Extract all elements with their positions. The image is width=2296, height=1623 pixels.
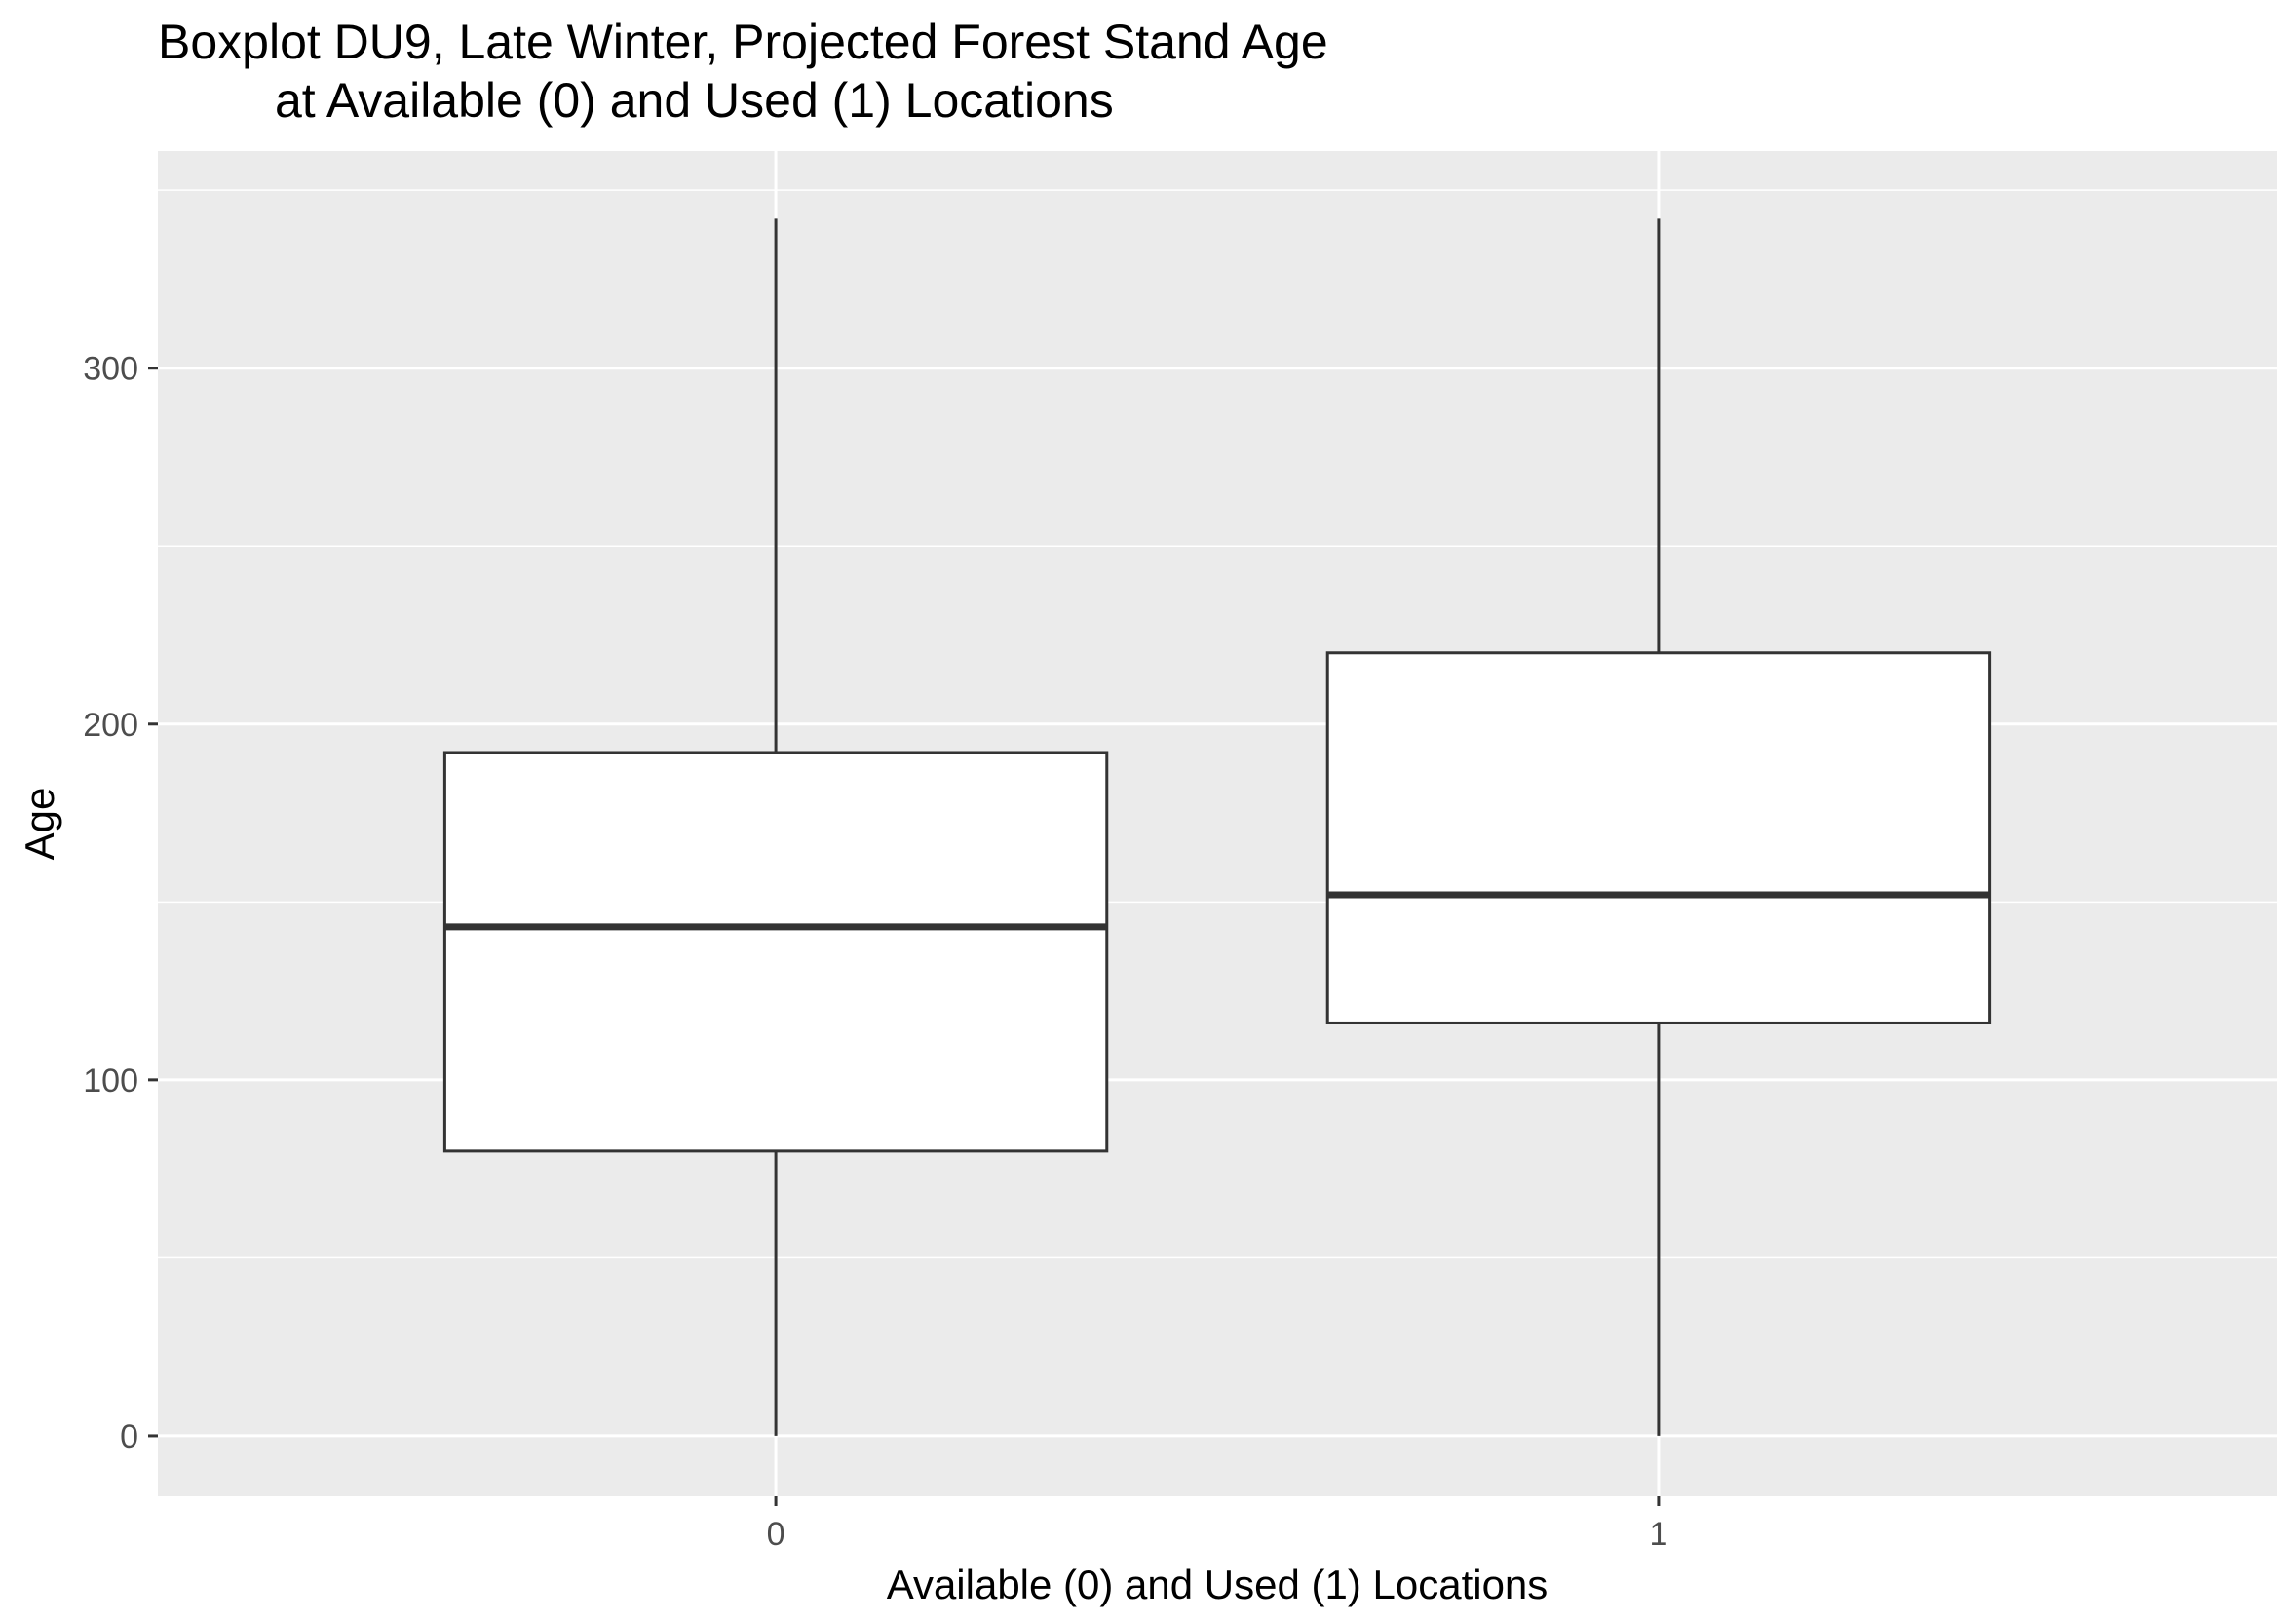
box-group-1 bbox=[1325, 218, 1992, 1436]
x-tick-label: 1 bbox=[1649, 1516, 1667, 1553]
y-tick-label: 0 bbox=[120, 1418, 138, 1455]
y-tick-label: 200 bbox=[83, 707, 138, 744]
box bbox=[442, 751, 1109, 1153]
box-layer bbox=[442, 218, 1992, 1436]
chart-subtitle: at Available (0) and Used (1) Locations bbox=[275, 73, 1114, 128]
y-axis-title: Age bbox=[17, 788, 62, 861]
y-tick-label: 100 bbox=[83, 1063, 138, 1100]
axis-layer: 0 100 200 300 0 1 bbox=[83, 351, 1667, 1553]
box bbox=[1325, 651, 1992, 1024]
y-tick-label: 300 bbox=[83, 351, 138, 388]
x-tick-label: 0 bbox=[767, 1516, 785, 1553]
x-axis-title: Available (0) and Used (1) Locations bbox=[887, 1562, 1549, 1607]
box-group-0 bbox=[442, 218, 1109, 1436]
chart-title: Boxplot DU9, Late Winter, Projected Fore… bbox=[158, 15, 1328, 69]
